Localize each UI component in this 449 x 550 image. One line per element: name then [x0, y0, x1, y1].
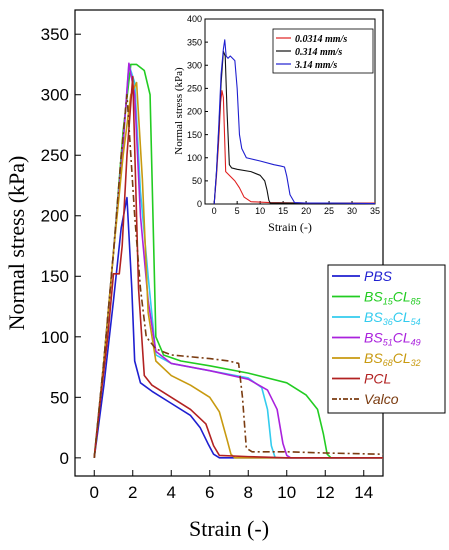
main-series-line-3 [93, 62, 383, 459]
inset-y-tick-label: 350 [187, 37, 202, 47]
inset-y-tick-label: 200 [187, 107, 202, 117]
inset-y-tick-label: 0 [197, 199, 202, 209]
main-x-tick-label: 2 [128, 483, 137, 502]
legend-label-3: BS51CL49 [364, 330, 421, 348]
main-x-tick-label: 10 [277, 483, 296, 502]
main-x-tick-label: 12 [316, 483, 335, 502]
main-x-tick-label: 8 [244, 483, 253, 502]
main-y-tick-label: 100 [41, 328, 69, 347]
main-series-line-4 [93, 81, 383, 459]
main-plot-frame [74, 9, 384, 477]
inset-x-tick-label: 35 [370, 206, 380, 216]
main-x-axis-label: Strain (-) [189, 516, 269, 541]
inset-y-tick-label: 300 [187, 60, 202, 70]
main-legend-box [327, 264, 446, 414]
inset-y-tick-label: 100 [187, 153, 202, 163]
main-series [93, 62, 384, 459]
legend-label-6: Valco [364, 391, 399, 407]
inset-x-tick-label: 25 [324, 206, 334, 216]
inset-series [213, 39, 376, 205]
main-y-tick-label: 250 [41, 146, 69, 165]
main-x-tick-label: 6 [205, 483, 214, 502]
inset-x-tick-label: 10 [255, 206, 265, 216]
legend-label-4: BS68CL32 [364, 350, 421, 368]
main-y-tick-label: 150 [41, 267, 69, 286]
inset-y-axis-label: Normal stress (kPa) [173, 67, 185, 155]
main-y-tick-label: 200 [41, 207, 69, 226]
inset-x-tick-label: 0 [212, 206, 217, 216]
inset-legend: 0.0314 mm/s 0.314 mm/s 3.14 mm/s [272, 28, 374, 74]
legend-label-1: BS15CL85 [364, 289, 422, 307]
inset-x-tick-label: 5 [235, 206, 240, 216]
legend-label-2: BS36CL54 [364, 309, 421, 327]
main-x-tick-label: 4 [167, 483, 176, 502]
main-y-tick-label: 300 [41, 86, 69, 105]
main-y-tick-label: 0 [60, 449, 69, 468]
main-legend: PBS BS15CL85 BS36CL54 BS51CL49 BS68CL32 PCL Va… [327, 264, 446, 414]
inset-legend-label-0: 0.0314 mm/s [295, 34, 347, 45]
inset-legend-label-2: 3.14 mm/s [294, 60, 337, 71]
inset-x-tick-label: 30 [347, 206, 357, 216]
inset-y-tick-label: 150 [187, 130, 202, 140]
inset-y-tick-label: 250 [187, 84, 202, 94]
inset-x-axis-label: Strain (-) [268, 220, 312, 234]
main-y-tick-label: 50 [50, 388, 69, 407]
inset-y-tick-label: 50 [192, 176, 202, 186]
inset-y-tick-label: 400 [187, 14, 202, 24]
inset-x-tick-label: 20 [301, 206, 311, 216]
main-x-tick-label: 0 [90, 483, 99, 502]
inset-series-line-2 [213, 39, 376, 205]
main-series-line-5 [93, 75, 383, 459]
main-y-tick-label: 350 [41, 25, 69, 44]
main-x-tick-label: 14 [354, 483, 373, 502]
inset-legend-label-1: 0.314 mm/s [295, 47, 342, 58]
legend-label-0: PBS [364, 268, 393, 284]
inset-x-tick-label: 15 [278, 206, 288, 216]
legend-label-5: PCL [364, 371, 391, 387]
main-series-line-6 [93, 93, 384, 458]
main-y-axis-label: Normal stress (kPa) [4, 156, 29, 331]
